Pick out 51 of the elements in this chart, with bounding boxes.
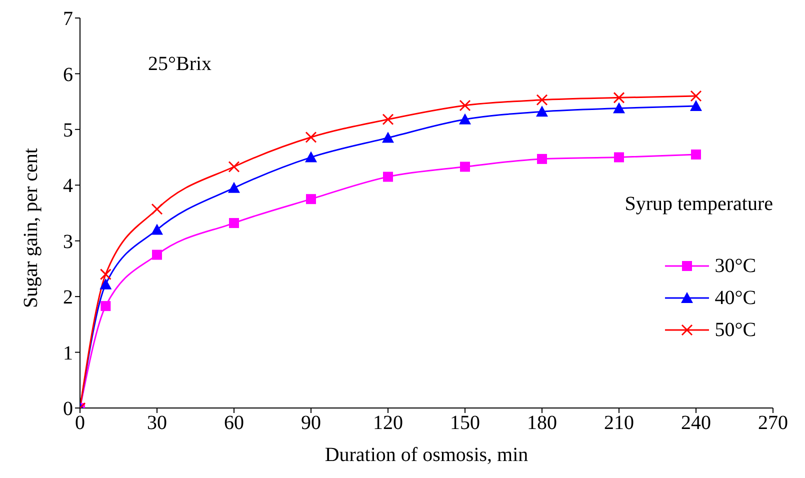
- x-tick-label: 30: [147, 412, 167, 434]
- point: [460, 162, 470, 172]
- x-tick-label: 120: [373, 412, 403, 434]
- y-tick-label: 5: [63, 120, 73, 142]
- point: [305, 131, 317, 143]
- x-tick-label: 240: [681, 412, 711, 434]
- x-axis-title: Duration of osmosis, min: [324, 444, 528, 466]
- y-tick-label: 3: [63, 230, 73, 253]
- point: [382, 132, 394, 143]
- y-tick-label: 1: [63, 342, 73, 364]
- point: [100, 301, 111, 312]
- point: [228, 182, 240, 193]
- point: [228, 161, 240, 173]
- point: [536, 94, 548, 106]
- y-axis-title: Sugar gain, per cent: [20, 148, 42, 308]
- point: [613, 102, 625, 114]
- point: [305, 151, 317, 162]
- x-tick-label: 150: [450, 412, 480, 434]
- x-tick-label: 60: [224, 412, 244, 434]
- y-tick-label: 7: [63, 8, 73, 30]
- x-tick-label: 90: [301, 412, 321, 434]
- legend-label: 30°C: [714, 254, 756, 278]
- x-tick-label: 180: [527, 412, 557, 434]
- point: [229, 218, 239, 228]
- point: [459, 100, 471, 112]
- point: [613, 92, 625, 104]
- point: [690, 100, 702, 112]
- point: [151, 224, 163, 235]
- point: [100, 268, 112, 280]
- point: [536, 106, 548, 117]
- y-tick-label: 4: [63, 175, 73, 198]
- point: [306, 194, 316, 204]
- legend-title: Syrup temperature: [624, 193, 773, 216]
- point: [690, 90, 702, 102]
- point: [152, 250, 162, 260]
- point: [691, 150, 701, 160]
- annotation: 25°Brix: [148, 53, 212, 76]
- legend-label: 40°C: [714, 286, 756, 310]
- point: [382, 114, 394, 126]
- point: [459, 113, 471, 124]
- point: [537, 154, 547, 164]
- x-tick-label: 270: [758, 412, 788, 434]
- point: [614, 152, 624, 162]
- point: [100, 278, 112, 290]
- y-tick-label: 0: [63, 398, 73, 420]
- y-tick-label: 6: [63, 64, 73, 86]
- point: [383, 172, 393, 182]
- point: [151, 203, 163, 215]
- y-tick-label: 2: [63, 286, 73, 309]
- x-tick-label: 210: [604, 412, 634, 434]
- legend-label: 50°C: [714, 318, 756, 342]
